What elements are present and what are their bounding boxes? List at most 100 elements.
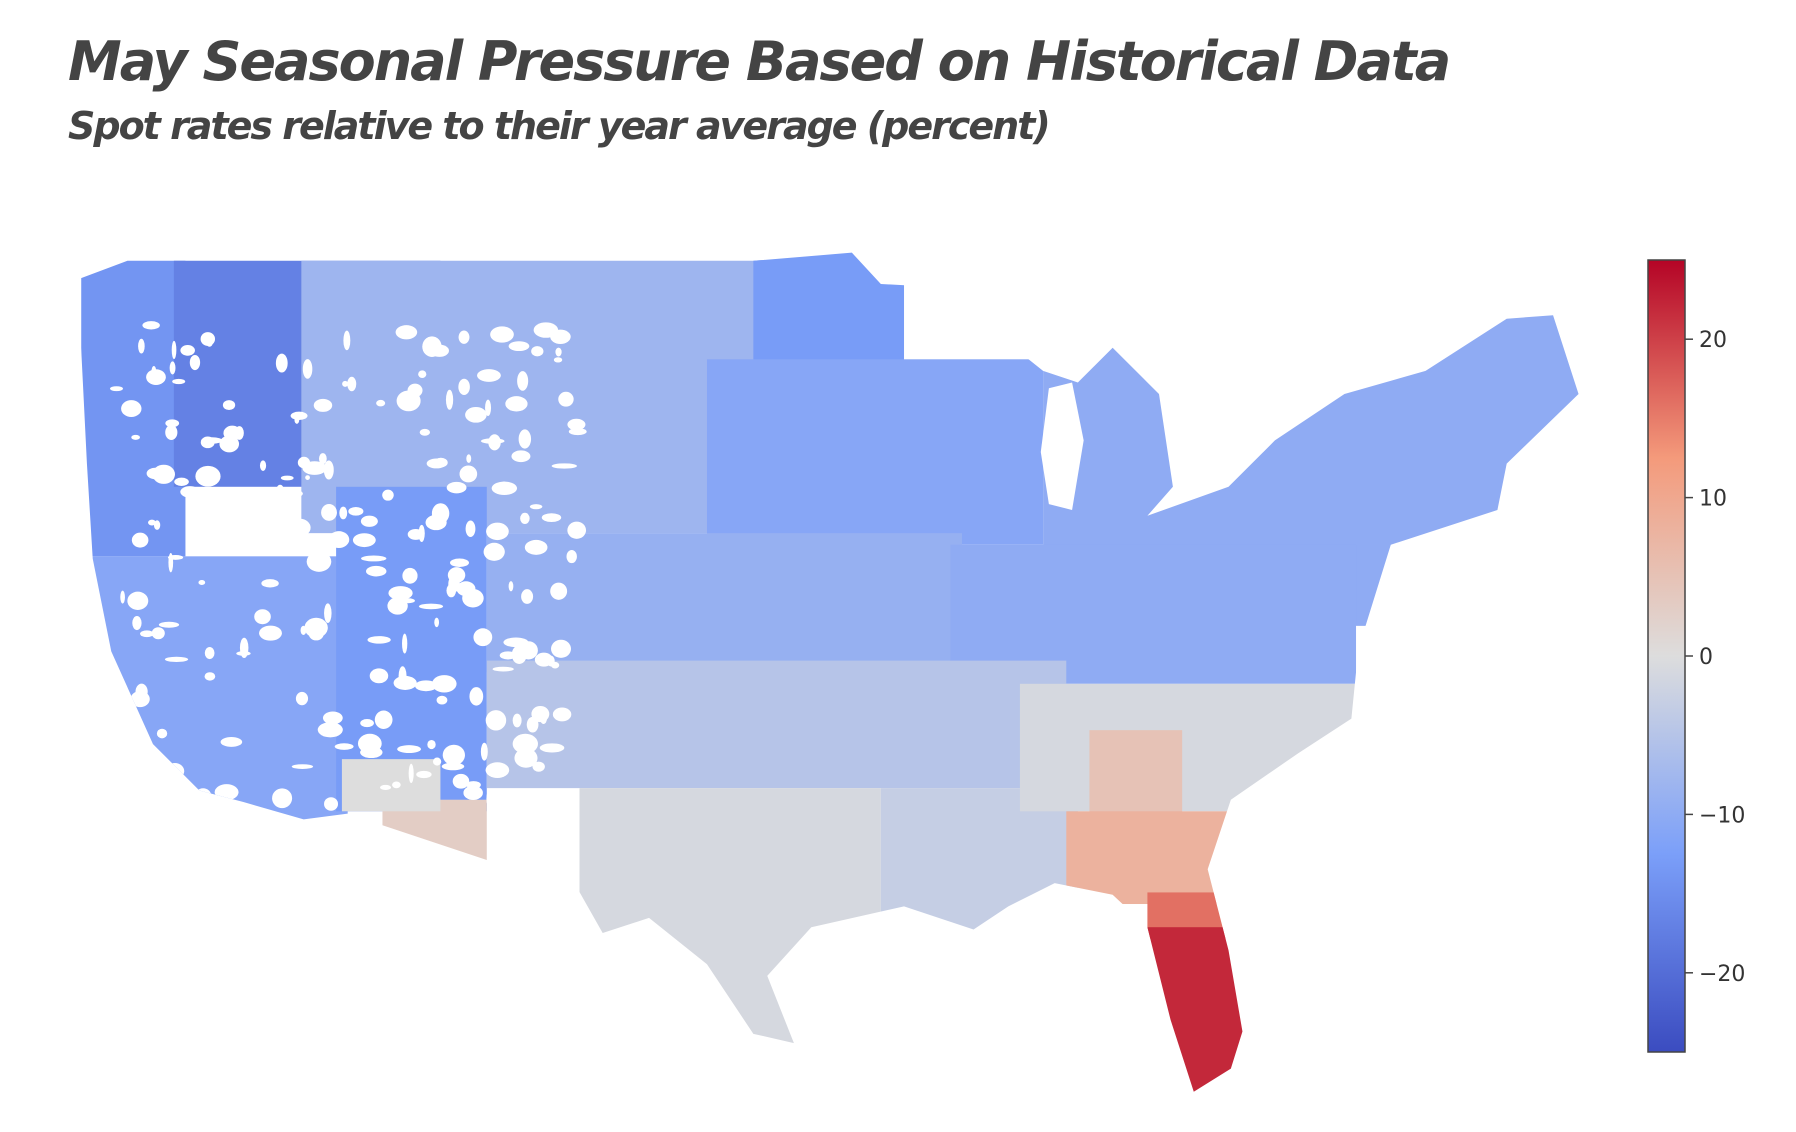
region-florida-peninsula [1147, 927, 1264, 1092]
chart-title: May Seasonal Pressure Based on Historica… [68, 30, 1451, 93]
no-data-patch [153, 520, 161, 530]
no-data-patch [322, 711, 343, 725]
no-data-patch [289, 518, 311, 537]
no-data-patch [441, 762, 465, 771]
no-data-patch [491, 481, 518, 495]
no-data-patch [165, 762, 185, 780]
no-data-patch [180, 486, 200, 498]
no-data-patch [462, 588, 484, 608]
map-regions [81, 252, 1579, 1092]
no-data-patch [342, 380, 349, 387]
no-data-patch [167, 555, 184, 560]
no-data-patch [238, 514, 260, 530]
colorbar-gradient [1647, 259, 1686, 1053]
no-data-patch [317, 722, 343, 738]
no-data-patch [407, 528, 424, 540]
no-data-patch [419, 428, 431, 436]
no-data-patch [466, 454, 472, 463]
region-upper-midwest [706, 359, 1044, 545]
no-data-patch [529, 504, 543, 510]
no-data-patch [269, 516, 285, 529]
no-data-patch [483, 542, 505, 561]
no-data-patch [396, 390, 421, 412]
no-data-patch [517, 371, 529, 391]
no-data-patch [360, 719, 374, 728]
no-data-patch [398, 666, 407, 686]
no-data-patch [465, 520, 476, 537]
no-data-patch [200, 436, 215, 449]
no-data-patch [272, 788, 293, 809]
no-data-patch [300, 625, 307, 635]
no-data-patch [361, 555, 387, 562]
colorbar-tick: −10 [1685, 803, 1745, 828]
region-southeast [1019, 683, 1357, 812]
no-data-patch [447, 567, 466, 583]
no-data-patch [519, 641, 538, 660]
no-data-patch [302, 359, 313, 379]
no-data-patch [165, 419, 180, 428]
no-data-patch [436, 695, 448, 705]
no-data-patch [169, 361, 176, 375]
no-data-patch [401, 598, 415, 604]
no-data-patch [220, 737, 243, 747]
no-data-patch [392, 781, 401, 789]
no-data-patch [505, 396, 528, 412]
no-data-patch [366, 565, 387, 577]
no-data-patch [125, 729, 133, 739]
no-data-patch [458, 378, 470, 395]
no-data-patch [222, 400, 236, 411]
colorbar: 20 10 0 −10 −20 [1647, 259, 1745, 1053]
no-data-patch [189, 354, 201, 371]
no-data-patch [164, 656, 189, 662]
no-data-patch [151, 366, 157, 381]
no-data-patch [553, 357, 563, 363]
no-data-patch [313, 398, 333, 412]
no-data-patch [531, 705, 550, 723]
no-data-patch [367, 636, 391, 644]
no-data-patch [524, 539, 548, 555]
no-data-patch [432, 757, 442, 766]
region-georgia-coast-north-florida [1066, 811, 1229, 905]
no-data-patch [205, 333, 214, 347]
no-data-patch [321, 504, 337, 521]
no-data-patch [132, 616, 142, 631]
no-data-patch [552, 707, 572, 722]
no-data-patch [204, 672, 216, 681]
no-data-patch [380, 784, 392, 791]
no-data-patch [254, 609, 271, 625]
no-data-patch [508, 581, 514, 592]
no-data-patch [148, 519, 156, 526]
no-data-patch [305, 475, 310, 480]
no-data-patch [567, 521, 587, 539]
no-data-patch [416, 770, 432, 779]
colorbar-tick-label: 0 [1699, 645, 1713, 670]
no-data-patch [402, 633, 408, 654]
no-data-patch [414, 680, 438, 692]
no-data-patch [480, 742, 488, 761]
no-data-patch [465, 406, 487, 423]
no-data-patch [473, 628, 493, 647]
no-data-patch [520, 512, 530, 525]
no-data-patch [120, 590, 125, 604]
no-data-patch [558, 391, 574, 407]
no-data-patch [397, 745, 421, 754]
no-data-patch [450, 558, 469, 567]
no-data-patch [110, 386, 123, 392]
no-data-patch [532, 761, 545, 772]
colorbar-tick-label: 10 [1699, 487, 1727, 512]
no-data-patch [156, 728, 168, 739]
no-data-patch [531, 346, 544, 357]
region-texas [579, 788, 881, 1055]
no-data-patch [458, 330, 470, 344]
no-data-patch [490, 326, 514, 343]
no-data-patch [485, 399, 492, 417]
no-data-patch [142, 321, 160, 330]
colorbar-tick: −20 [1685, 962, 1745, 987]
no-data-patch [219, 435, 240, 453]
no-data-patch [442, 744, 465, 766]
no-data-patch [539, 743, 565, 753]
no-data-patch [135, 683, 148, 700]
no-data-patch [110, 768, 122, 777]
no-data-patch [172, 378, 186, 385]
no-data-patch [174, 477, 189, 486]
